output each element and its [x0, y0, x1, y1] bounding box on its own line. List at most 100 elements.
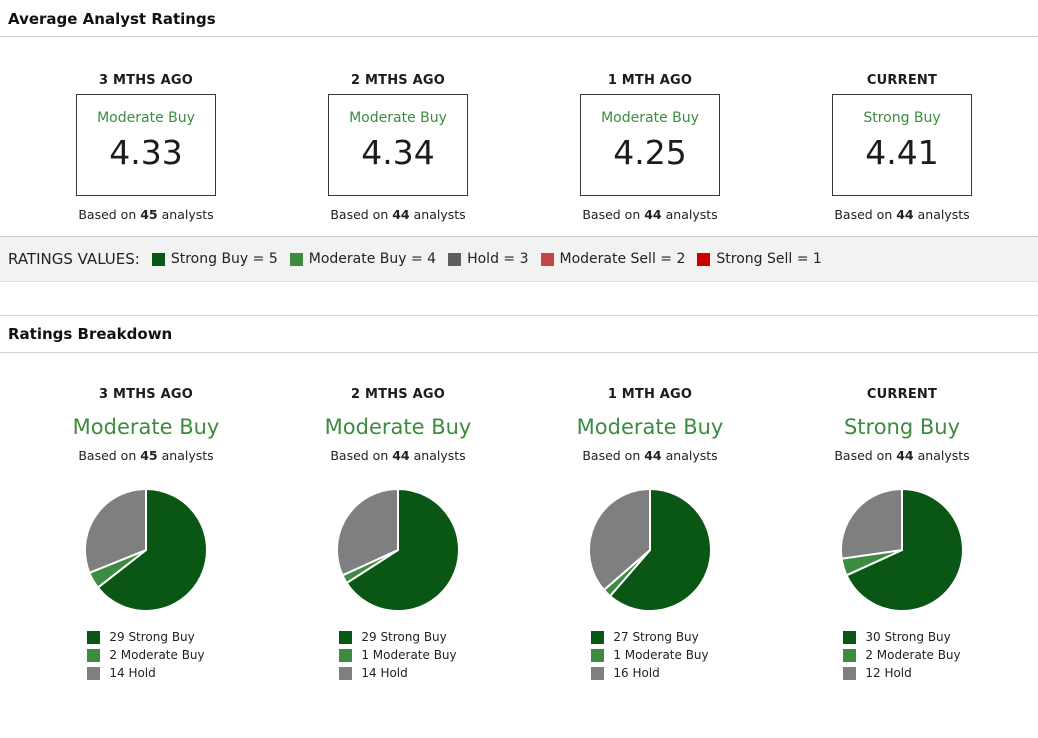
legend-item-strong-sell: Strong Sell = 1 [697, 251, 822, 267]
pie-legend-label: 29 Strong Buy [109, 630, 195, 644]
pie-legend-row: 29 Strong Buy [339, 631, 456, 644]
hold-swatch-icon [843, 667, 857, 680]
strong-sell-swatch-icon [697, 252, 711, 266]
analyst-count: 44 [644, 448, 662, 463]
moderate-buy-swatch-icon [289, 252, 303, 266]
based-prefix: Based on [834, 448, 893, 463]
period-label: 2 MTHS AGO [351, 73, 445, 88]
rating-box: Moderate Buy 4.25 [580, 94, 720, 196]
hold-swatch-icon [87, 667, 101, 680]
based-on-text: Based on 44 analysts [524, 448, 776, 463]
based-suffix: analysts [413, 207, 466, 222]
pie-legend-label: 1 Moderate Buy [361, 648, 457, 662]
based-suffix: analysts [161, 207, 214, 222]
legend-item-hold: Hold = 3 [448, 251, 529, 267]
ratings-values-items: Strong Buy = 5 Moderate Buy = 4 Hold = 3… [151, 251, 822, 267]
pie-slice-hold [84, 487, 147, 575]
pie-legend: 29 Strong Buy 2 Moderate Buy 14 Hold [87, 631, 205, 680]
pie-legend-label: 14 Hold [361, 666, 408, 680]
based-suffix: analysts [917, 448, 970, 463]
breakdown-column-current: CURRENT Strong Buy Based on 44 analysts … [776, 387, 1028, 685]
pie-legend-label: 12 Hold [865, 666, 912, 680]
rating-name: Strong Buy [863, 110, 941, 126]
based-on-text: Based on 45 analysts [20, 207, 272, 222]
rating-box: Moderate Buy 4.34 [328, 94, 468, 196]
pie-slice-hold [840, 487, 903, 560]
based-on-text: Based on 44 analysts [272, 207, 524, 222]
pie-slice-hold [336, 487, 399, 577]
pie-legend-label: 30 Strong Buy [865, 630, 951, 644]
pie-legend-row: 14 Hold [339, 667, 456, 680]
ratings-breakdown-section-title: Ratings Breakdown [0, 315, 1038, 353]
based-prefix: Based on [582, 448, 641, 463]
based-prefix: Based on [330, 448, 389, 463]
legend-item-label: Moderate Buy = 4 [308, 251, 437, 267]
period-label: 1 MTH AGO [607, 387, 693, 402]
avg-rating-column-2mths: 2 MTHS AGO Moderate Buy 4.34 Based on 44… [272, 73, 524, 222]
pie-legend-label: 27 Strong Buy [613, 630, 699, 644]
period-label: 1 MTH AGO [607, 73, 693, 88]
pie-slice-strong-buy [608, 487, 712, 612]
rating-name: Moderate Buy [324, 415, 472, 439]
pie-legend-label: 2 Moderate Buy [109, 648, 205, 662]
analyst-count: 45 [140, 448, 158, 463]
period-label: 3 MTHS AGO [99, 387, 193, 402]
analyst-count: 44 [896, 207, 914, 222]
pie-slice-strong-buy [96, 487, 208, 612]
rating-name: Moderate Buy [601, 110, 699, 126]
based-prefix: Based on [330, 207, 389, 222]
strong-buy-swatch-icon [591, 631, 605, 644]
legend-item-label: Strong Buy = 5 [170, 251, 278, 267]
strong-buy-swatch-icon [151, 252, 165, 266]
pie-chart-current [840, 487, 964, 612]
moderate-buy-swatch-icon [339, 649, 353, 662]
based-suffix: analysts [161, 448, 214, 463]
rating-value: 4.25 [613, 133, 687, 172]
rating-box: Moderate Buy 4.33 [76, 94, 216, 196]
based-on-text: Based on 44 analysts [524, 207, 776, 222]
pie-legend: 30 Strong Buy 2 Moderate Buy 12 Hold [843, 631, 961, 680]
pie-legend-row: 14 Hold [87, 667, 204, 680]
pie-slice-strong-buy [345, 487, 460, 612]
avg-rating-column-current: CURRENT Strong Buy 4.41 Based on 44 anal… [776, 73, 1028, 222]
pie-legend-row: 29 Strong Buy [87, 631, 204, 644]
rating-name: Moderate Buy [576, 415, 724, 439]
pie-legend: 27 Strong Buy 1 Moderate Buy 16 Hold [591, 630, 709, 680]
based-suffix: analysts [665, 207, 718, 222]
moderate-buy-swatch-icon [591, 649, 605, 662]
period-label: 2 MTHS AGO [351, 387, 445, 402]
analyst-count: 44 [896, 448, 914, 463]
based-suffix: analysts [413, 448, 466, 463]
based-prefix: Based on [582, 207, 641, 222]
pie-legend-row: 12 Hold [843, 667, 960, 680]
moderate-sell-swatch-icon [540, 252, 554, 266]
hold-swatch-icon [339, 667, 353, 680]
rating-value: 4.41 [865, 133, 939, 172]
legend-item-strong-buy: Strong Buy = 5 [151, 251, 278, 267]
analyst-count: 44 [392, 448, 410, 463]
average-ratings-section-title: Average Analyst Ratings [0, 0, 1038, 37]
hold-swatch-icon [448, 252, 462, 266]
pie-legend-row: 2 Moderate Buy [843, 649, 961, 662]
avg-rating-column-1mth: 1 MTH AGO Moderate Buy 4.25 Based on 44 … [524, 73, 776, 222]
breakdown-column-2mths: 2 MTHS AGO Moderate Buy Based on 44 anal… [272, 387, 524, 685]
analyst-count: 45 [140, 207, 158, 222]
rating-value: 4.34 [361, 133, 435, 172]
rating-name: Moderate Buy [349, 110, 447, 126]
pie-legend-row: 30 Strong Buy [843, 631, 960, 644]
based-on-text: Based on 44 analysts [776, 207, 1028, 222]
rating-name: Strong Buy [843, 415, 961, 439]
rating-name: Moderate Buy [97, 110, 195, 126]
period-label: CURRENT [866, 73, 938, 88]
analyst-count: 44 [392, 207, 410, 222]
pie-legend-label: 29 Strong Buy [361, 630, 447, 644]
pie-chart-3mths [84, 487, 208, 612]
legend-item-label: Moderate Sell = 2 [559, 251, 686, 267]
pie-legend-row: 2 Moderate Buy [87, 648, 205, 662]
pie-slice-strong-buy [845, 487, 964, 612]
based-prefix: Based on [834, 207, 893, 222]
based-prefix: Based on [78, 448, 137, 463]
rating-value: 4.33 [109, 133, 183, 172]
based-prefix: Based on [78, 207, 137, 222]
pie-legend-row: 1 Moderate Buy [339, 648, 457, 662]
